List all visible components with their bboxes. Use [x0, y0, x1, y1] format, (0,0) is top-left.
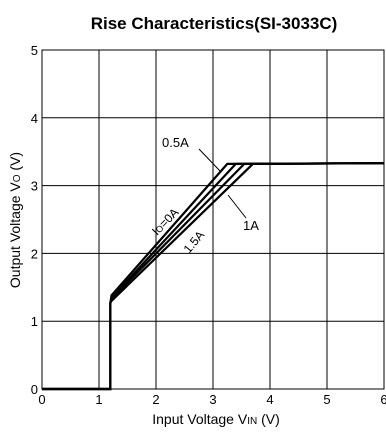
tick-labels: 0 1 2 3 4 5 6 0 1 2 3 4 5 — [31, 43, 386, 407]
annotation-1a-leader — [227, 194, 247, 219]
annotation-0-5a-leader — [198, 148, 221, 172]
x-tick-label: 3 — [209, 392, 216, 407]
annotation-1a: 1A — [243, 218, 259, 233]
y-tick-label: 0 — [31, 382, 38, 397]
series-line — [42, 162, 385, 391]
y-axis-label: Output Voltage VO (V) — [7, 152, 23, 288]
x-tick-label: 2 — [152, 392, 159, 407]
x-tick-label: 4 — [266, 392, 273, 407]
y-tick-label: 4 — [31, 111, 38, 126]
x-tick-label: 6 — [380, 392, 386, 407]
y-tick-label: 5 — [31, 43, 38, 58]
x-tick-label: 0 — [38, 392, 45, 407]
x-axis-label: Input Voltage VIN (V) — [152, 411, 280, 427]
plot-frame — [41, 49, 385, 390]
x-tick-label: 5 — [323, 392, 330, 407]
annotation-1-5a: 1.5A — [181, 228, 208, 256]
x-tick-label: 1 — [95, 392, 102, 407]
y-tick-label: 2 — [31, 246, 38, 261]
chart-title: Rise Characteristics(SI-3033C) — [91, 14, 338, 33]
y-tick-label: 1 — [31, 314, 38, 329]
y-tick-label: 3 — [31, 179, 38, 194]
grid — [42, 50, 384, 389]
annotation-0-5a: 0.5A — [162, 135, 189, 150]
series-group — [42, 162, 385, 391]
